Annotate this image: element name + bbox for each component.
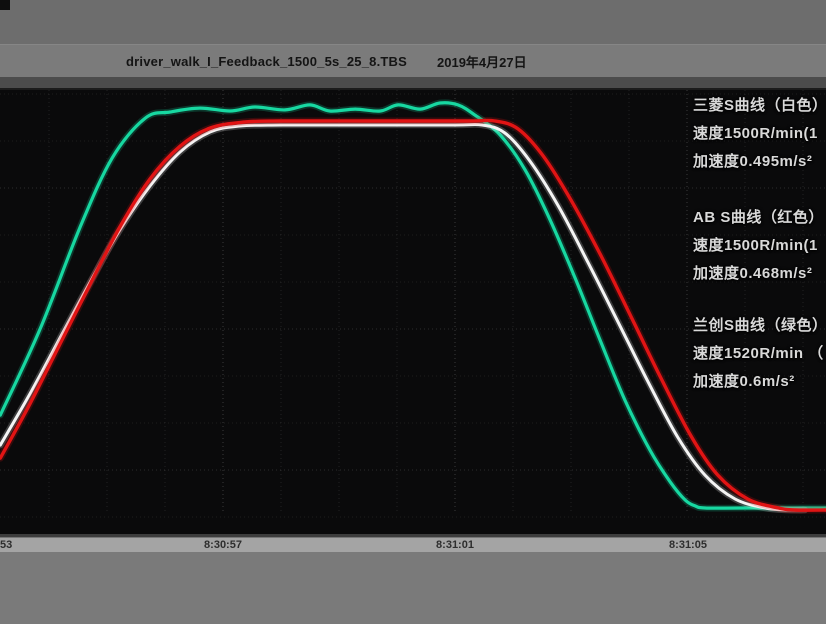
chart-title-bar: driver_walk_I_Feedback_1500_5s_25_8.TBS … <box>0 44 826 77</box>
legend-block-red: AB S曲线（红色） 速度1500R/min(1 加速度0.468m/s² <box>693 204 826 288</box>
corner-square <box>0 0 10 10</box>
file-title: driver_walk_I_Feedback_1500_5s_25_8.TBS <box>126 53 407 69</box>
time-axis-bar: 53 8:30:57 8:31:01 8:31:05 <box>0 537 826 552</box>
legend-speed: 速度1520R/min （ <box>693 345 824 362</box>
legend-accel: 加速度0.468m/s² <box>693 265 813 282</box>
legend-speed: 速度1500R/min(1 <box>693 237 818 254</box>
time-tick-label: 8:30:57 <box>204 539 242 551</box>
bottom-panel <box>0 552 826 624</box>
record-date: 2019年4月27日 <box>437 54 527 70</box>
legend-series-title: 兰创S曲线（绿色） <box>693 317 826 334</box>
header-divider <box>0 77 826 90</box>
legend-series-title: AB S曲线（红色） <box>693 209 824 226</box>
legend-block-white: 三菱S曲线（白色） 速度1500R/min(1 加速度0.495m/s² <box>693 92 826 176</box>
top-toolbar-area <box>0 0 826 44</box>
chart-area: 三菱S曲线（白色） 速度1500R/min(1 加速度0.495m/s² AB … <box>0 90 826 534</box>
legend-accel: 加速度0.495m/s² <box>693 153 813 170</box>
time-tick-label: 8:31:01 <box>436 539 474 551</box>
legend-speed: 速度1500R/min(1 <box>693 125 818 142</box>
time-tick-label: 8:31:05 <box>669 539 707 551</box>
axis-divider <box>0 534 826 537</box>
legend-block-green: 兰创S曲线（绿色） 速度1520R/min （ 加速度0.6m/s² <box>693 312 826 396</box>
legend-series-title: 三菱S曲线（白色） <box>693 97 826 114</box>
legend-accel: 加速度0.6m/s² <box>693 373 795 390</box>
speed-curves-plot[interactable] <box>0 90 826 534</box>
time-tick-label: 53 <box>0 539 13 551</box>
